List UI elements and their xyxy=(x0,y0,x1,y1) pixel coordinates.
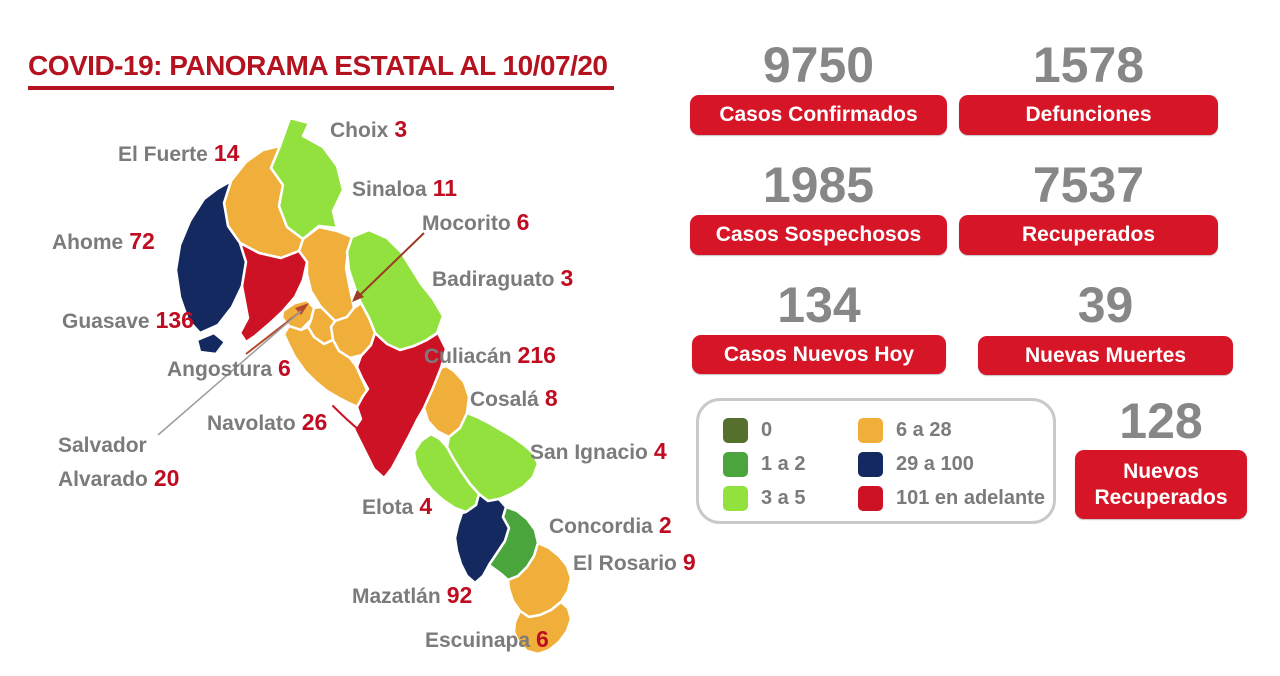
stat-badge-recuperados: Recuperados xyxy=(959,215,1218,255)
municipality-label-elota: Elota 4 xyxy=(362,493,433,519)
map-legend: 0 1 a 2 3 a 5 6 a 28 29 a 100 101 en ade… xyxy=(696,398,1056,524)
legend-label: 3 a 5 xyxy=(761,487,806,509)
legend-label: 101 en adelante xyxy=(896,487,1045,509)
legend-label: 29 a 100 xyxy=(896,453,974,475)
municipality-shape-choix xyxy=(269,116,345,241)
legend-item-3-a-5: 3 a 5 xyxy=(723,486,805,511)
culiacan-coastal-strip xyxy=(332,405,381,448)
stat-value-recuperados: 7537 xyxy=(1032,157,1145,213)
stat-value-defunciones: 1578 xyxy=(1032,37,1145,93)
legend-swatch-6-a-28 xyxy=(858,418,883,443)
legend-label: 0 xyxy=(761,419,773,441)
municipality-label-badiraguato: Badiraguato 3 xyxy=(432,265,574,291)
municipality-label-sanignacio: San Ignacio 4 xyxy=(530,438,667,464)
legend-swatch-3-a-5 xyxy=(723,486,748,511)
municipality-label-rosario: El Rosario 9 xyxy=(573,549,696,575)
stat-badge-defunciones: Defunciones xyxy=(959,95,1218,135)
municipality-label-culiacan: Culiacán 216 xyxy=(424,342,556,368)
municipality-shape-ahome-islet xyxy=(195,331,227,356)
stat-badge-casos-confirmados: Casos Confirmados xyxy=(690,95,947,135)
municipality-shape-guasave xyxy=(238,241,309,344)
municipality-label-guasave: Guasave 136 xyxy=(62,307,194,333)
stat-badge-nuevas-muertes: Nuevas Muertes xyxy=(978,336,1233,375)
municipality-label-choix: Choix 3 xyxy=(330,116,408,142)
stat-badge-casos-nuevos-hoy: Casos Nuevos Hoy xyxy=(692,335,946,374)
page-title: COVID-19: PANORAMA ESTATAL AL 10/07/20 xyxy=(28,50,614,90)
legend-item-6-a-28: 6 a 28 xyxy=(858,418,952,443)
legend-label: 6 a 28 xyxy=(896,419,952,441)
legend-swatch-29-a-100 xyxy=(858,452,883,477)
legend-swatch-0 xyxy=(723,418,748,443)
legend-label: 1 a 2 xyxy=(761,453,806,475)
sinaloa-municipality-map xyxy=(157,116,573,656)
stat-value-casos-nuevos-hoy: 134 xyxy=(777,277,861,333)
municipality-label-elfuerte: El Fuerte 14 xyxy=(118,140,240,166)
municipality-label-angostura: Angostura 6 xyxy=(167,355,291,381)
stat-badge-nuevos-recuperados: Nuevos Recuperados xyxy=(1075,450,1247,519)
mocorito-arrow xyxy=(360,232,425,295)
stat-value-casos-confirmados: 9750 xyxy=(762,37,875,93)
municipality-label-cosala: Cosalá 8 xyxy=(470,385,558,411)
stat-value-nuevos-recuperados: 128 xyxy=(1119,393,1203,449)
stat-badge-casos-sospechosos: Casos Sospechosos xyxy=(690,215,947,255)
legend-swatch-101-en-adelante xyxy=(858,486,883,511)
municipality-shape-escuinapa xyxy=(512,600,573,656)
angostura-arrowhead-icon xyxy=(295,303,309,315)
municipality-label-escuinapa: Escuinapa 6 xyxy=(425,626,549,652)
municipality-shape-ahome xyxy=(174,179,248,335)
salvador-alvarado-leader-line xyxy=(157,310,302,436)
municipality-label-mazatlan: Mazatlán 92 xyxy=(352,582,473,608)
municipality-label-navolato: Navolato 26 xyxy=(207,409,328,435)
mocorito-arrowhead-icon xyxy=(352,290,364,302)
stat-value-nuevas-muertes: 39 xyxy=(1077,277,1134,333)
municipality-label-concordia: Concordia 2 xyxy=(549,512,672,538)
municipality-label-sinaloa: Sinaloa 11 xyxy=(352,175,458,201)
legend-item-1-a-2: 1 a 2 xyxy=(723,452,805,477)
legend-swatch-1-a-2 xyxy=(723,452,748,477)
legend-item-29-a-100: 29 a 100 xyxy=(858,452,974,477)
municipality-shape-culiacan xyxy=(352,331,448,480)
legend-item-101-en-adelante: 101 en adelante xyxy=(858,486,1045,511)
legend-item-0: 0 xyxy=(723,418,772,443)
municipality-label-mocorito: Mocorito 6 xyxy=(422,209,530,235)
municipality-label-salvador-alvarado: Salvador Alvarado 20 xyxy=(58,434,180,491)
stat-value-casos-sospechosos: 1985 xyxy=(762,157,875,213)
municipality-label-ahome: Ahome 72 xyxy=(52,228,155,254)
